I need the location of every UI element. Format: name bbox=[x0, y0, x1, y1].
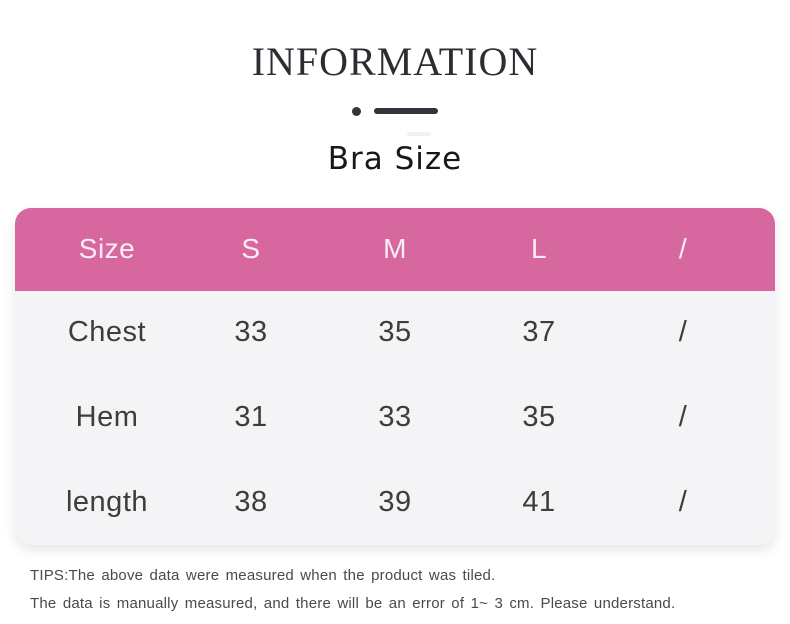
section-subtitle: Bra Size bbox=[327, 141, 463, 177]
tips-section: TIPS:The above data were measured when t… bbox=[30, 567, 762, 615]
table-cell: 35 bbox=[378, 316, 412, 349]
table-header-cell: Size bbox=[78, 233, 136, 265]
title-divider bbox=[0, 106, 790, 136]
row-label: Hem bbox=[75, 401, 139, 434]
table-cell: 39 bbox=[378, 485, 412, 518]
table-cell: / bbox=[678, 316, 688, 349]
table-row-chest: Chest 33 35 37 / bbox=[15, 291, 775, 376]
table-cell: 31 bbox=[234, 401, 268, 434]
size-table-header-row: Size S M L / bbox=[15, 207, 775, 291]
page-title: INFORMATION bbox=[251, 39, 539, 84]
tips-line-1: TIPS:The above data were measured when t… bbox=[30, 566, 496, 584]
table-cell: 33 bbox=[234, 316, 268, 349]
dash-line-icon bbox=[374, 108, 438, 114]
table-cell: 35 bbox=[522, 401, 556, 434]
size-table: Size S M L / Chest 33 35 37 / Hem 31 33 … bbox=[15, 207, 775, 545]
table-cell: 41 bbox=[522, 485, 556, 518]
table-header-cell: S bbox=[241, 233, 261, 265]
table-cell: 38 bbox=[234, 485, 268, 518]
row-label: Chest bbox=[67, 316, 147, 349]
table-cell: / bbox=[678, 485, 688, 518]
table-cell: 37 bbox=[522, 316, 556, 349]
dash-shadow-line bbox=[407, 132, 431, 136]
tips-line-2: The data is manually measured, and there… bbox=[30, 595, 676, 613]
table-cell: / bbox=[678, 401, 688, 434]
table-header-cell: M bbox=[383, 233, 407, 265]
row-label: length bbox=[65, 485, 148, 518]
table-row-hem: Hem 31 33 35 / bbox=[15, 375, 775, 460]
table-header-cell: / bbox=[678, 233, 688, 265]
table-row-length: length 38 39 41 / bbox=[15, 460, 775, 545]
table-header-cell: L bbox=[530, 233, 548, 265]
dot-icon bbox=[352, 106, 361, 116]
table-cell: 33 bbox=[378, 401, 412, 434]
